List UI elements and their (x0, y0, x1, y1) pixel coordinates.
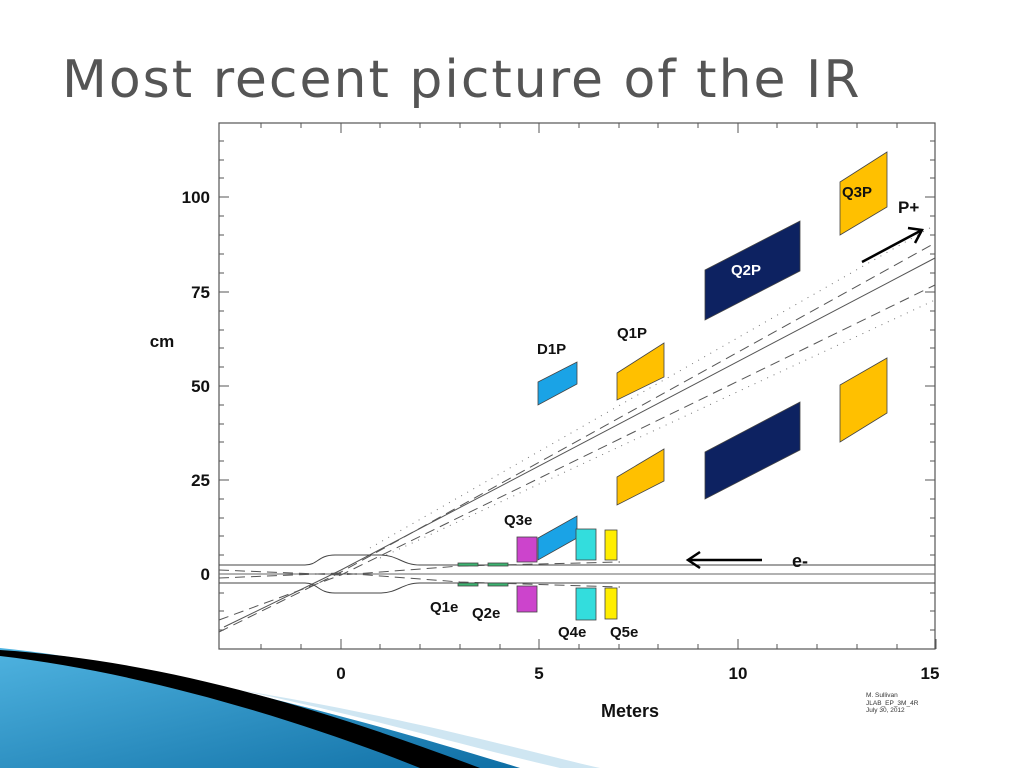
magnet-q3p (839, 151, 888, 236)
magnets (457, 151, 888, 621)
magnet-label-q4e: Q4e (558, 624, 586, 641)
proton-orbit (223, 257, 936, 628)
credit-note: M. Sullivan JLAB_EP_3M_4R July 30, 2012 (866, 692, 918, 715)
electron-envelope-dashed (218, 561, 621, 576)
electron-envelope (219, 554, 935, 566)
electron-envelope (219, 582, 935, 594)
magnet-q4e (575, 587, 597, 621)
magnet-label-q1p: Q1P (617, 325, 647, 342)
magnet-label-d1p: D1P (537, 341, 566, 358)
electron-envelope-dashed (218, 572, 621, 588)
magnet-label-q1e: Q1e (430, 599, 458, 616)
magnet-q5e (604, 529, 618, 561)
magnet-q3e (516, 536, 538, 563)
x-axis-label: Meters (601, 701, 659, 721)
y-tick-label: 25 (191, 471, 210, 490)
magnet-q1p (616, 342, 665, 401)
credit-author: M. Sullivan (866, 692, 898, 699)
electron-arrow (685, 550, 762, 570)
slide-title: Most recent picture of the IR (62, 50, 862, 110)
y-tick-label: 50 (191, 377, 210, 396)
proton-arrow (861, 226, 924, 264)
x-axis-ticks (260, 123, 937, 649)
magnet-label-q2e: Q2e (472, 605, 500, 622)
magnet-q1p (616, 448, 665, 506)
x-tick-label: 0 (336, 664, 345, 683)
credit-file: JLAB_EP_3M_4R (866, 699, 919, 707)
magnet-q4e (575, 528, 597, 561)
magnet-d1p (537, 361, 578, 406)
magnet-q5e (604, 587, 618, 620)
x-tick-label: 5 (534, 664, 543, 683)
y-tick-label: 0 (201, 565, 210, 584)
magnet-label-q3p: Q3P (842, 184, 872, 201)
plot-frame (218, 122, 936, 650)
y-axis-label: cm (150, 332, 175, 351)
magnet-label-q5e: Q5e (610, 624, 638, 641)
magnet-q1e (457, 582, 479, 587)
magnet-q2p (704, 220, 801, 321)
proton-envelope-dashed (218, 242, 936, 633)
magnet-q3p (839, 357, 888, 443)
magnet-label-q2p: Q2P (731, 262, 761, 279)
magnet-q3e (516, 585, 538, 613)
proton-envelope-dashed (218, 284, 936, 621)
magnet-d1p (537, 515, 578, 561)
x-tick-label: 15 (921, 664, 940, 683)
beam-lines (218, 224, 936, 633)
electron-beam-label: e- (792, 551, 808, 571)
y-axis-ticks (219, 140, 935, 631)
y-tick-label: 75 (191, 283, 210, 302)
magnet-q2p (704, 401, 801, 500)
magnet-q2e (487, 582, 509, 587)
proton-beam-label: P+ (898, 198, 919, 217)
x-tick-label: 10 (729, 664, 748, 683)
magnet-q1e (457, 562, 479, 567)
credit-date: July 30, 2012 (866, 707, 905, 714)
magnet-q2e (487, 562, 509, 567)
y-tick-label: 100 (182, 188, 210, 207)
magnet-label-q3e: Q3e (504, 512, 532, 529)
